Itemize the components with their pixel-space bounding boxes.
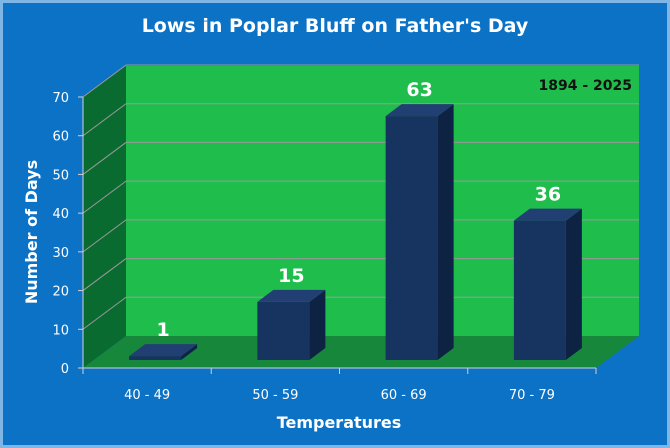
bar-side: [309, 289, 326, 360]
gridline-side: [82, 180, 127, 214]
y-tick-label: 60: [52, 130, 69, 145]
y-tick-label: 70: [52, 91, 69, 106]
data-label: 15: [278, 265, 304, 287]
bar-side: [565, 208, 582, 360]
bar: 1: [129, 319, 198, 360]
bar-front: [385, 116, 438, 360]
bar-front: [513, 220, 566, 360]
data-label: 1: [157, 319, 170, 341]
data-label: 36: [535, 184, 561, 206]
gridline-side: [82, 258, 127, 291]
x-axis-title: Temperatures: [277, 413, 402, 432]
y-tick-label: 0: [61, 362, 69, 377]
x-tick-label: 50 - 59: [252, 388, 298, 403]
x-tick-label: 60 - 69: [381, 388, 427, 403]
bar: 15: [257, 265, 326, 360]
x-tick-labels: 40 - 49 50 - 59 60 - 69 70 - 79: [82, 368, 597, 403]
x-tick-label: 40 - 49: [124, 388, 170, 403]
bar: 63: [385, 79, 454, 360]
gridline-side: [82, 103, 127, 137]
bar-front: [129, 356, 182, 360]
side-wall: [83, 66, 126, 368]
y-tick-labels: 0 10 20 30 40 50 60 70: [52, 91, 83, 377]
gridline-side: [82, 142, 127, 175]
gridline-side: [82, 296, 127, 330]
chart-floor: [83, 336, 639, 368]
y-tick-label: 20: [52, 285, 69, 300]
chart-title: Lows in Poplar Bluff on Father's Day: [142, 15, 529, 37]
bar: 36: [513, 184, 582, 360]
data-label: 63: [406, 79, 432, 101]
y-axis-title: Number of Days: [22, 160, 41, 304]
bars: 1 15 63 36: [129, 79, 582, 360]
bar-top: [385, 104, 454, 117]
date-range-annotation: 1894 - 2025: [539, 78, 633, 94]
y-tick-label: 10: [52, 323, 69, 338]
gridline-side: [82, 64, 127, 98]
bar-side: [437, 104, 454, 360]
bar-front: [257, 301, 310, 360]
bar-side: [181, 344, 198, 360]
bar-top: [257, 289, 326, 302]
bar-top: [129, 344, 198, 357]
x-tick-label: 70 - 79: [509, 388, 555, 403]
y-tick-label: 40: [52, 207, 69, 222]
bar-top: [513, 208, 582, 221]
y-tick-label: 50: [52, 168, 69, 183]
y-tick-label: 30: [52, 246, 69, 261]
gridline-side: [82, 219, 127, 253]
